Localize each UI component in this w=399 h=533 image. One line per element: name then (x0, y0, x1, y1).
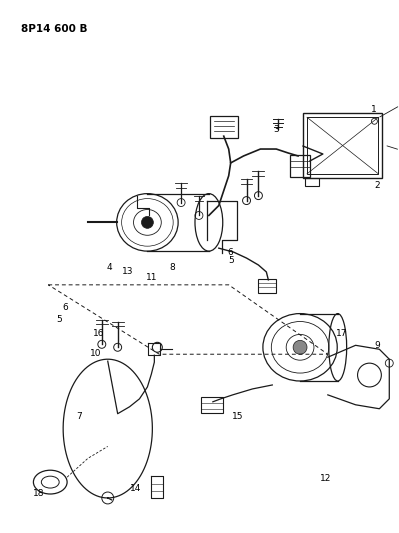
Text: 14: 14 (130, 483, 141, 492)
Text: 5: 5 (56, 315, 62, 324)
Text: 5: 5 (228, 255, 233, 264)
Text: 2: 2 (375, 181, 380, 190)
Text: 7: 7 (76, 412, 82, 421)
Text: 11: 11 (146, 273, 157, 282)
Text: 16: 16 (93, 329, 105, 338)
Text: 4: 4 (107, 263, 113, 272)
Text: 6: 6 (228, 248, 233, 256)
Text: 15: 15 (232, 412, 243, 421)
Text: 18: 18 (33, 489, 44, 497)
Bar (210, 116, 238, 138)
Text: 8: 8 (169, 263, 175, 272)
Bar (305, 178, 319, 185)
Text: 6: 6 (62, 303, 68, 312)
Text: 10: 10 (90, 349, 102, 358)
Text: 9: 9 (375, 341, 380, 350)
Bar (303, 114, 382, 178)
Circle shape (142, 216, 153, 228)
Text: 13: 13 (122, 268, 133, 277)
Text: 8P14 600 B: 8P14 600 B (20, 24, 87, 34)
Bar (290, 155, 310, 177)
Bar (201, 397, 223, 413)
Text: 12: 12 (320, 474, 332, 483)
Text: 3: 3 (273, 125, 279, 134)
Circle shape (293, 341, 307, 354)
Text: 1: 1 (371, 105, 376, 114)
Text: 17: 17 (336, 329, 348, 338)
Bar (307, 117, 378, 174)
Bar (259, 279, 276, 293)
